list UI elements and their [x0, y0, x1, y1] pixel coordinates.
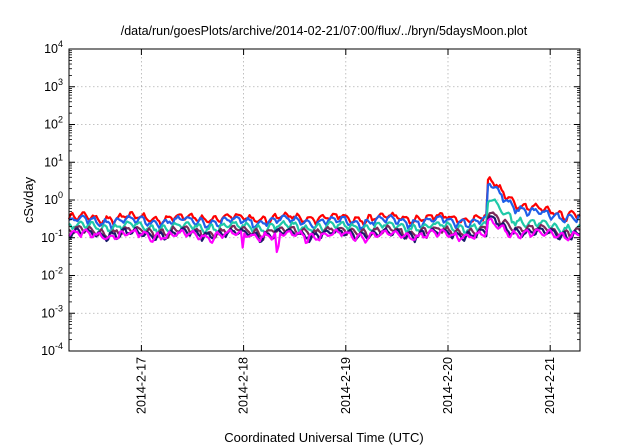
y-tick-label: 100: [44, 190, 63, 207]
chart-title: /data/run/goesPlots/archive/2014-02-21/0…: [121, 24, 528, 38]
x-tick-label: 2014-2-18: [237, 357, 251, 414]
y-tick-label: 103: [44, 77, 63, 94]
y-axis-label: cSv/day: [21, 176, 36, 223]
y-axis: 10-4 10-3 10-2 10-1 100 101 102 103 104: [41, 39, 580, 358]
x-tick-label: 2014-2-20: [441, 357, 455, 414]
y-tick-label: 10-3: [41, 303, 63, 320]
x-axis-label: Coordinated Universal Time (UTC): [224, 430, 423, 445]
y-tick-label: 10-2: [41, 266, 63, 283]
series-line-1: [68, 182, 581, 231]
series-layer: [67, 176, 581, 254]
y-tick-label: 102: [44, 115, 63, 132]
y-tick-label: 104: [44, 39, 63, 56]
x-tick-label: 2014-2-17: [134, 357, 148, 414]
y-tick-label: 10-4: [41, 341, 63, 358]
series-line-5: [68, 217, 581, 254]
y-tick-label: 101: [44, 152, 63, 169]
x-tick-label: 2014-2-19: [339, 357, 353, 414]
x-tick-label: 2014-2-21: [543, 357, 557, 414]
y-tick-label: 10-1: [41, 228, 63, 245]
x-axis: 2014-2-17 2014-2-18 2014-2-19 2014-2-20 2014…: [134, 49, 557, 414]
